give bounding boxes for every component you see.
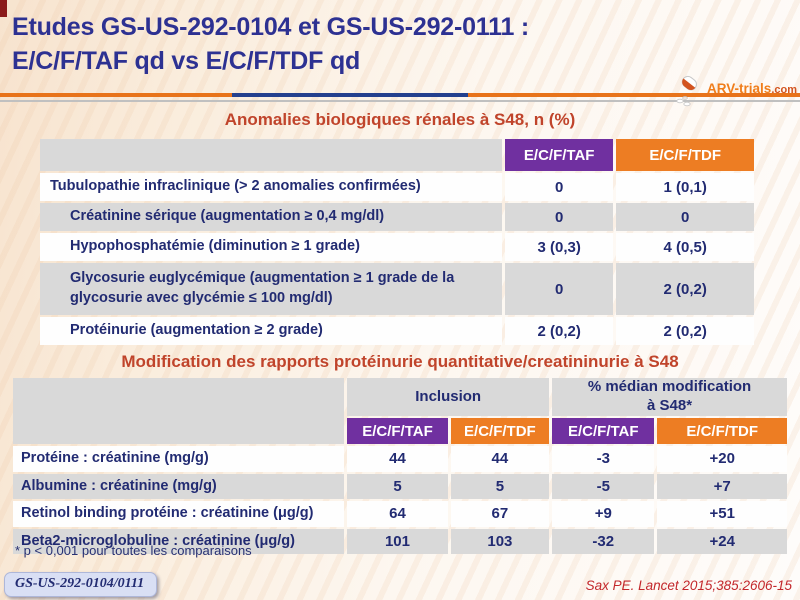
table-row: Protéine : créatinine (mg/g) 44 44 -3 +2… xyxy=(13,446,787,472)
header-ecf-taf: E/C/F/TAF xyxy=(347,418,448,444)
tdf-value: 2 (0,2) xyxy=(616,317,754,345)
table-row: Beta2-microglobuline : créatinine (μg/g)… xyxy=(13,528,787,555)
reference-citation: Sax PE. Lancet 2015;385:2606-15 xyxy=(585,578,792,593)
table-row: Retinol binding protéine : créatinine (μ… xyxy=(13,501,787,527)
section1-title: Anomalies biologiques rénales à S48, n (… xyxy=(224,110,576,129)
header-rule-navy xyxy=(232,93,468,97)
row-label: Créatinine sérique (augmentation ≥ 0,4 m… xyxy=(40,203,502,231)
table-row: Créatinine sérique (augmentation ≥ 0,4 m… xyxy=(40,203,754,231)
proteinuria-ratios-table: Inclusion % médian modification à S48* E… xyxy=(10,376,790,556)
header-rule-gray xyxy=(0,100,800,102)
logo-suffix: .com xyxy=(771,84,797,96)
table-header-row: E/C/F/TAF E/C/F/TDF E/C/F/TAF E/C/F/TDF xyxy=(13,418,787,444)
header-ecf-taf: E/C/F/TAF xyxy=(552,418,655,444)
taf-value: 2 (0,2) xyxy=(504,317,614,345)
table-row: Hypophosphatémie (diminution ≥ 1 grade) … xyxy=(40,233,754,261)
tdf-value: 2 (0,2) xyxy=(616,263,754,315)
cell-value: -5 xyxy=(552,473,655,500)
study-id-badge: GS-US-292-0104/0111 xyxy=(4,572,158,597)
row-label: Protéine : créatinine (mg/g) xyxy=(13,446,345,472)
cell-value: +24 xyxy=(657,528,787,555)
slide-title: Etudes GS-US-292-0104 et GS-US-292-0111 … xyxy=(12,10,732,78)
row-label: Hypophosphatémie (diminution ≥ 1 grade) xyxy=(40,233,502,261)
header-ecf-tdf: E/C/F/TDF xyxy=(657,418,787,444)
cell-value: +51 xyxy=(657,501,787,527)
cell-value: 101 xyxy=(347,528,448,555)
cell-value: 67 xyxy=(450,501,550,527)
table-header-row: E/C/F/TAF E/C/F/TDF xyxy=(40,139,754,171)
group-header-median-change: % médian modification à S48* xyxy=(552,378,787,416)
row-label: Glycosurie euglycémique (augmentation ≥ … xyxy=(40,263,502,315)
corner-accent xyxy=(0,0,7,17)
cell-value: -3 xyxy=(552,446,655,472)
taf-value: 0 xyxy=(504,263,614,315)
header-ecf-tdf: E/C/F/TDF xyxy=(616,139,754,171)
taf-value: 0 xyxy=(504,173,614,201)
cell-value: 5 xyxy=(450,473,550,500)
tdf-value: 1 (0,1) xyxy=(616,173,754,201)
arv-trials-logo: ARV-trials.com xyxy=(673,75,797,112)
header-ecf-taf: E/C/F/TAF xyxy=(504,139,614,171)
pill-icon xyxy=(673,75,707,112)
section2-title: Modification des rapports protéinurie qu… xyxy=(121,352,679,371)
header-ecf-tdf: E/C/F/TDF xyxy=(450,418,550,444)
group-header-inclusion: Inclusion xyxy=(347,378,550,416)
cell-value: +9 xyxy=(552,501,655,527)
corner-cell xyxy=(13,378,345,444)
taf-value: 0 xyxy=(504,203,614,231)
row-label: Retinol binding protéine : créatinine (μ… xyxy=(13,501,345,527)
cell-value: +20 xyxy=(657,446,787,472)
header-rule-orange-right xyxy=(468,93,800,97)
slide-title-line2: E/C/F/TAF qd vs E/C/F/TDF qd xyxy=(12,47,361,75)
slide-title-line1: Etudes GS-US-292-0104 et GS-US-292-0111 … xyxy=(12,13,530,41)
tdf-value: 4 (0,5) xyxy=(616,233,754,261)
cell-value: -32 xyxy=(552,528,655,555)
table-row: Tubulopathie infraclinique (> 2 anomalie… xyxy=(40,173,754,201)
row-label: Protéinurie (augmentation ≥ 2 grade) xyxy=(40,317,502,345)
row-label: Albumine : créatinine (mg/g) xyxy=(13,473,345,500)
cell-value: 64 xyxy=(347,501,448,527)
table-row: Protéinurie (augmentation ≥ 2 grade) 2 (… xyxy=(40,317,754,345)
footnote: * p < 0,001 pour toutes les comparaisons xyxy=(15,543,252,558)
cell-value: +7 xyxy=(657,473,787,500)
logo-brand: ARV-trials xyxy=(707,81,772,96)
group-header-row: Inclusion % médian modification à S48* xyxy=(13,378,787,444)
cell-value: 44 xyxy=(450,446,550,472)
row-label: Beta2-microglobuline : créatinine (μg/g) xyxy=(13,528,345,555)
cell-value: 5 xyxy=(347,473,448,500)
cell-value: 103 xyxy=(450,528,550,555)
table-row: Glycosurie euglycémique (augmentation ≥ … xyxy=(40,263,754,315)
renal-anomalies-table: E/C/F/TAF E/C/F/TDF Tubulopathie infracl… xyxy=(37,137,757,347)
header-rule-orange-left xyxy=(0,93,232,97)
tdf-value: 0 xyxy=(616,203,754,231)
row-label: Tubulopathie infraclinique (> 2 anomalie… xyxy=(40,173,502,201)
cell-value: 44 xyxy=(347,446,448,472)
header-empty-cell xyxy=(40,139,502,171)
table-row: Albumine : créatinine (mg/g) 5 5 -5 +7 xyxy=(13,473,787,500)
logo-text: ARV-trials.com xyxy=(707,81,797,96)
taf-value: 3 (0,3) xyxy=(504,233,614,261)
